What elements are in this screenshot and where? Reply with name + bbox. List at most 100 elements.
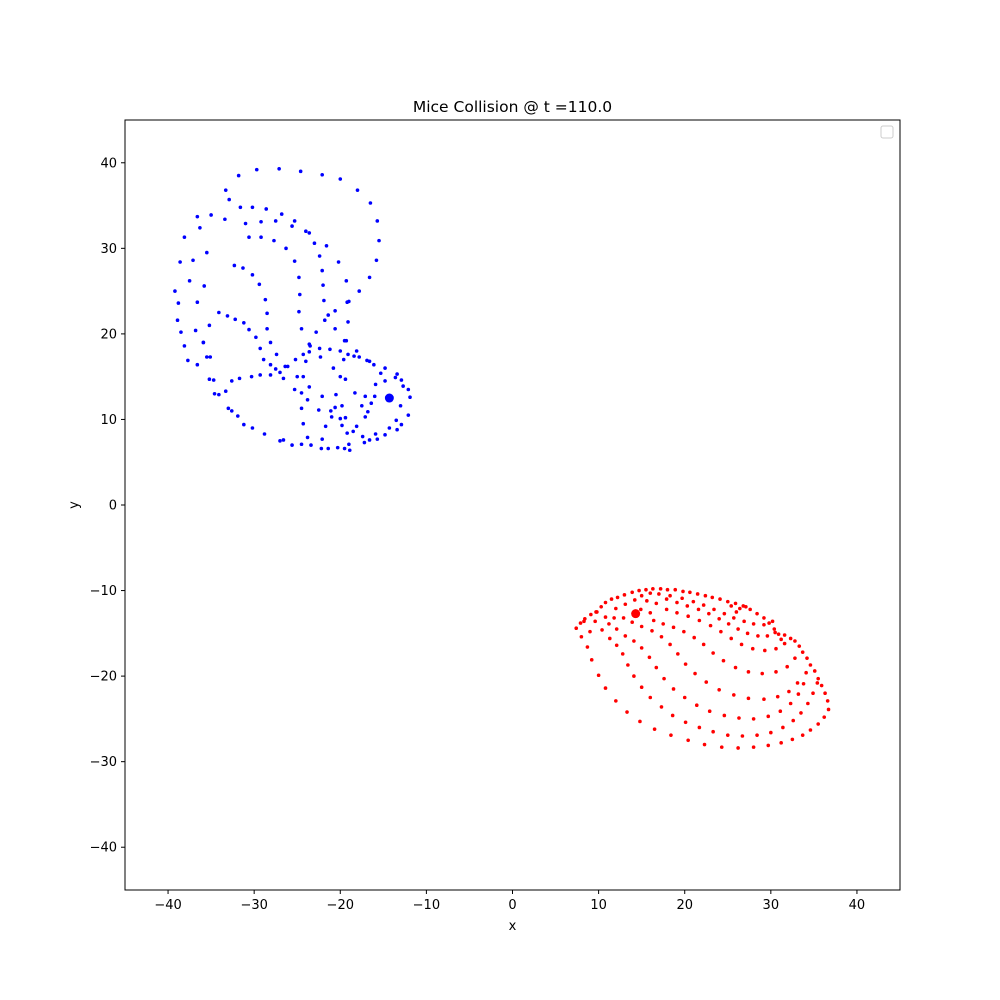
data-point [265, 326, 269, 331]
data-point [193, 328, 198, 333]
data-point [595, 610, 599, 614]
data-point [236, 173, 241, 178]
centroid-point [384, 393, 394, 403]
data-point [406, 413, 411, 417]
data-point [760, 671, 765, 676]
data-point [623, 634, 628, 638]
data-point [254, 167, 259, 172]
data-point [211, 378, 216, 382]
data-point [195, 300, 200, 305]
data-point [399, 378, 404, 382]
data-point [387, 426, 392, 430]
data-point [277, 166, 281, 171]
data-point [347, 448, 352, 453]
data-point [806, 701, 810, 706]
data-point [264, 207, 269, 211]
data-point [615, 595, 620, 600]
data-point [626, 663, 630, 667]
data-point [250, 426, 255, 430]
data-point [644, 587, 648, 592]
data-point [614, 627, 619, 631]
data-point [787, 689, 791, 694]
series-red [574, 587, 831, 750]
data-point [654, 601, 659, 606]
data-point [298, 292, 302, 297]
data-point [614, 606, 618, 611]
data-point [323, 424, 328, 429]
data-point [732, 693, 736, 697]
data-point [782, 633, 787, 637]
data-point [654, 665, 659, 670]
data-point [357, 289, 362, 293]
data-point [639, 646, 644, 650]
data-point [335, 445, 340, 450]
data-point [408, 395, 412, 400]
data-point [707, 709, 712, 713]
data-point [800, 650, 805, 654]
data-point [347, 442, 351, 447]
data-point [285, 364, 290, 369]
data-point [712, 607, 716, 612]
data-point [734, 610, 739, 614]
data-point [680, 596, 684, 601]
data-point [217, 392, 221, 397]
data-point [682, 695, 687, 700]
data-point [779, 741, 783, 745]
data-point [340, 403, 344, 408]
data-point [308, 344, 312, 348]
data-point [718, 597, 722, 601]
data-point [639, 624, 644, 629]
data-point [614, 699, 618, 703]
data-point [746, 696, 751, 701]
x-tick-label: −30 [240, 898, 267, 913]
data-point [648, 591, 653, 595]
data-point [186, 358, 190, 363]
data-point [233, 317, 238, 322]
data-point [648, 695, 653, 700]
data-point [801, 682, 806, 686]
data-point [247, 235, 251, 240]
data-point [808, 728, 813, 732]
data-point [729, 636, 734, 641]
data-point [333, 308, 337, 313]
data-point [755, 733, 759, 737]
data-point [319, 446, 324, 451]
data-point [229, 379, 234, 383]
data-point [711, 729, 715, 734]
data-point [696, 607, 701, 612]
data-point [671, 687, 676, 691]
data-point [394, 418, 399, 423]
data-point [589, 612, 593, 617]
data-point [638, 719, 642, 724]
data-point [283, 364, 287, 369]
data-point [320, 268, 324, 273]
data-point [776, 632, 781, 636]
data-point [765, 634, 770, 638]
data-point [739, 642, 744, 647]
data-point [773, 630, 777, 635]
data-point [207, 323, 212, 328]
x-tick-label: 10 [590, 898, 607, 913]
data-point [762, 622, 766, 627]
data-point [297, 275, 301, 280]
data-point [683, 720, 688, 725]
data-point [697, 725, 702, 730]
data-point [272, 238, 276, 243]
x-tick-label: −40 [154, 898, 181, 913]
data-point [355, 188, 360, 192]
data-point [778, 709, 783, 713]
data-point [756, 634, 760, 638]
data-point [242, 422, 246, 427]
data-point [338, 349, 343, 353]
data-point [707, 611, 711, 616]
data-point [658, 587, 663, 591]
data-point [650, 628, 654, 633]
data-point [338, 177, 343, 181]
data-point [648, 611, 653, 615]
data-point [785, 664, 789, 669]
data-point [717, 688, 721, 692]
legend-box[interactable] [880, 125, 894, 139]
data-point [662, 676, 666, 681]
data-point [249, 374, 254, 379]
